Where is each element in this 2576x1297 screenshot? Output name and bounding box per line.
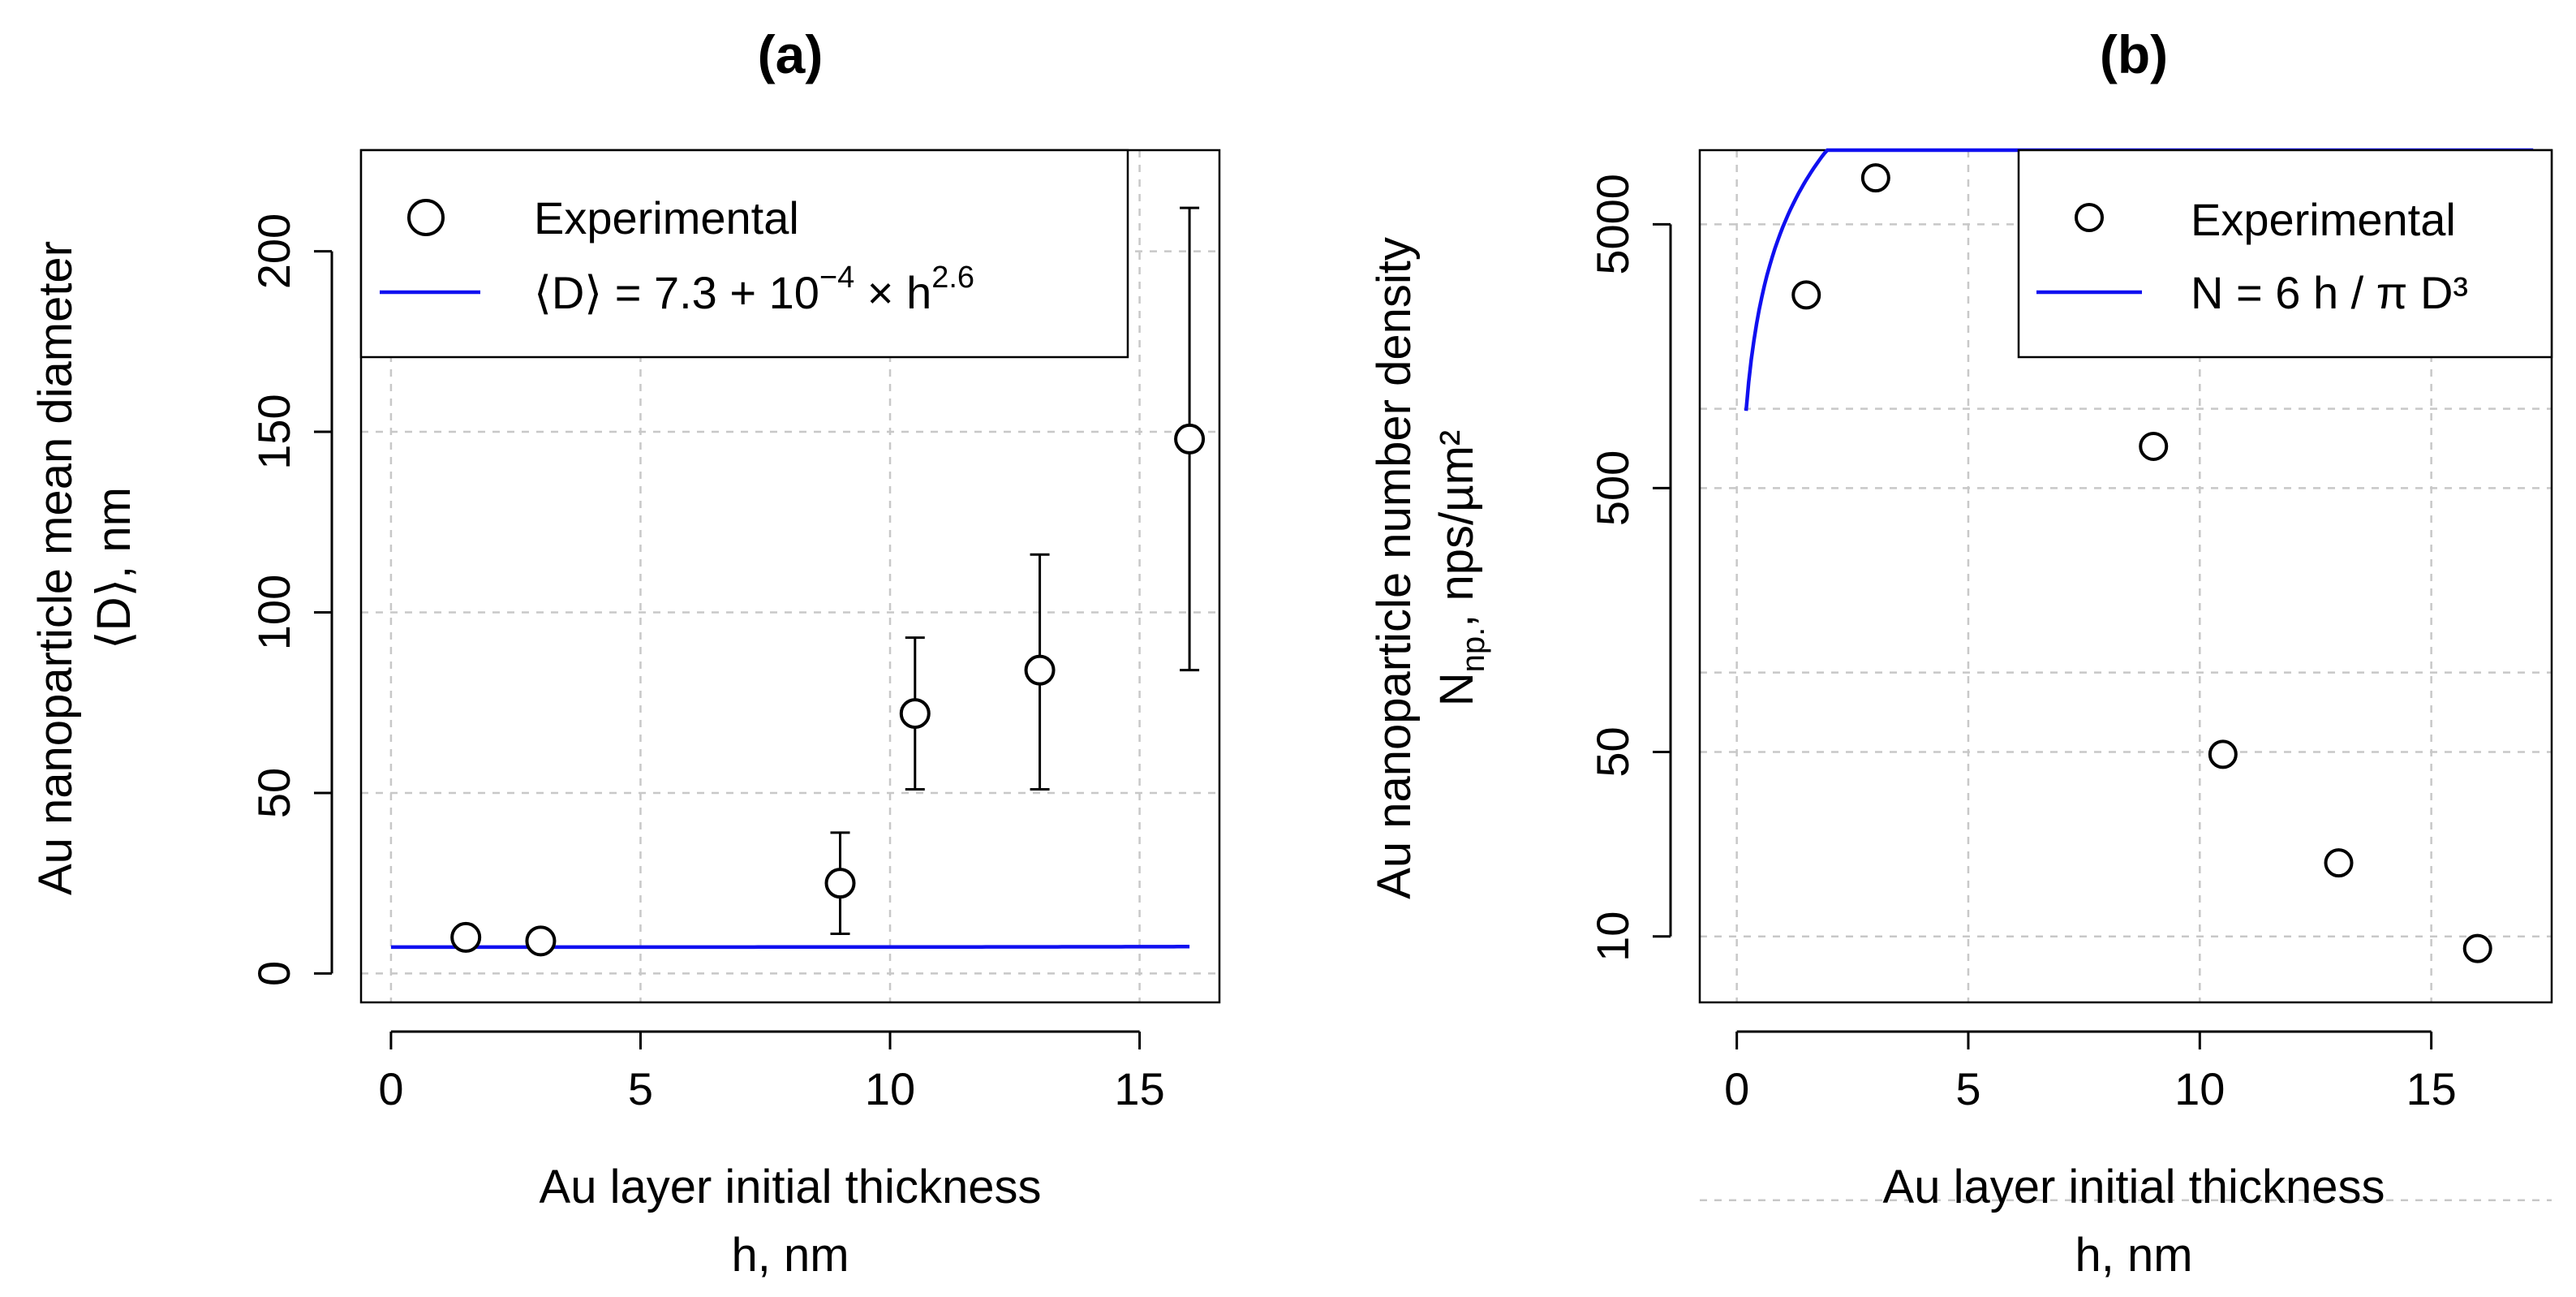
panel-b-ylabel-line2: Nnp., nps/µm² — [1430, 430, 1491, 706]
panel-a-data-point — [824, 868, 856, 899]
panel-b-ylabel-subscript: np. — [1456, 627, 1491, 673]
panel-a-xlabel-line1: Au layer initial thickness — [540, 1161, 1042, 1213]
panel-b: Experimental N = 6 h / π D³ 0 5 10 15 10 50 50… — [1368, 24, 2553, 1282]
panel-b-legend-fit: N = 6 h / π D³ — [2191, 267, 2468, 318]
panel-b-x-tick-label: 10 — [2174, 1063, 2225, 1114]
panel-a-x-tick-label: 5 — [628, 1063, 653, 1114]
panel-a-data-point — [450, 921, 482, 953]
panel-a-y-tick-label: 100 — [248, 575, 299, 650]
panel-b-title: (b) — [2100, 24, 2168, 84]
panel-a-legend-fit-mid: × h — [854, 267, 931, 318]
panel-b-x-tick-label: 5 — [1955, 1063, 1980, 1114]
panel-b-data-point — [1860, 163, 1890, 193]
panel-a-legend-box — [359, 149, 1129, 359]
panel-b-ylabel-n: N — [1430, 672, 1483, 706]
panel-a-xlabel-line2: h, nm — [731, 1229, 849, 1282]
panel-a: Experimental ⟨D⟩ = 7.3 + 10−4 × h2.6 0 5 1… — [29, 24, 1221, 1282]
panel-a-ylabel-line2: ⟨D⟩, nm — [88, 487, 140, 649]
panel-a-legend-fit-prefix: ⟨D⟩ = 7.3 + 10 — [534, 267, 819, 318]
panel-b-y-tick-label: 5000 — [1587, 174, 1638, 275]
panel-b-y-tick-label: 50 — [1587, 726, 1638, 777]
panel-a-legend-fit-exp2: 2.6 — [931, 261, 974, 295]
panel-a-y-tick-label: 200 — [248, 213, 299, 289]
panel-a-legend-fit-exp1: −4 — [819, 261, 854, 295]
panel-a-y-tick-label: 150 — [248, 394, 299, 469]
panel-b-x-tick-label: 0 — [1724, 1063, 1749, 1114]
panel-b-data-point — [2324, 848, 2354, 878]
panel-a-y-tick-label: 0 — [248, 961, 299, 986]
panel-a-legend: Experimental ⟨D⟩ = 7.3 + 10−4 × h2.6 — [359, 149, 1129, 359]
panel-b-x-tick-label: 15 — [2406, 1063, 2456, 1114]
panel-b-data-point — [2462, 933, 2492, 963]
panel-a-ylabel-line1: Au nanoparticle mean diameter — [29, 241, 82, 895]
panel-a-x-tick-label: 15 — [1114, 1063, 1164, 1114]
panel-b-data-point — [2139, 431, 2169, 461]
panel-a-data — [390, 206, 1206, 957]
panel-b-ylabel-line1: Au nanoparticle number density — [1368, 237, 1421, 899]
panel-b-data-point — [2208, 739, 2238, 769]
panel-b-y-tick-label: 500 — [1587, 450, 1638, 526]
panel-a-legend-marker-icon — [407, 199, 445, 236]
panel-b-legend-experimental: Experimental — [2191, 194, 2456, 245]
panel-b-ylabel-units: , nps/µm² — [1430, 430, 1483, 627]
panel-b-xlabel-line1: Au layer initial thickness — [1883, 1161, 2385, 1213]
panel-b-legend: Experimental N = 6 h / π D³ — [2017, 149, 2553, 359]
panel-a-x-tick-label: 0 — [378, 1063, 403, 1114]
panel-a-fit-line — [390, 945, 1190, 950]
panel-a-y-tick-label: 50 — [248, 768, 299, 818]
panel-b-y-tick-label: 10 — [1587, 911, 1638, 962]
panel-b-axes: 0 5 10 15 10 50 500 5000 — [1587, 174, 2457, 1114]
panel-a-x-tick-label: 10 — [865, 1063, 915, 1114]
panel-a-data-point — [525, 925, 557, 957]
panel-a-data-point — [1024, 654, 1056, 686]
panel-b-data-point — [1791, 280, 1821, 310]
panel-a-data-point — [1174, 423, 1206, 455]
panel-a-title: (a) — [758, 24, 824, 84]
panel-b-legend-marker-icon — [2075, 203, 2104, 232]
panel-b-xlabel-line2: h, nm — [2075, 1229, 2192, 1282]
panel-a-legend-fit: ⟨D⟩ = 7.3 + 10−4 × h2.6 — [534, 261, 974, 318]
panel-a-data-point — [899, 698, 931, 730]
panel-a-legend-experimental: Experimental — [534, 192, 799, 243]
panel-b-legend-box — [2017, 149, 2553, 359]
